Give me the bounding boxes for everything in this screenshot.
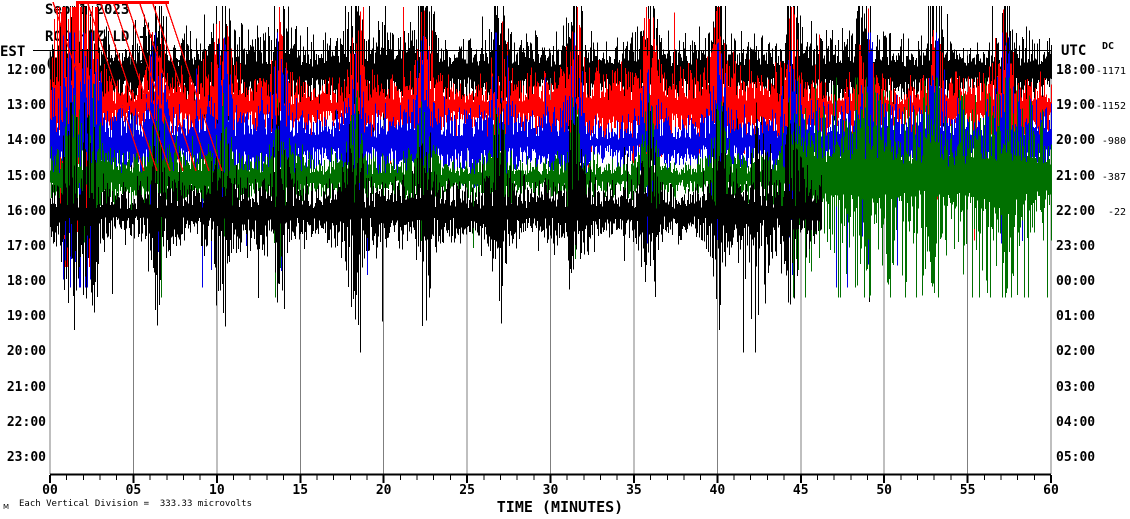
right-hour-label: 23:00 xyxy=(1056,238,1096,254)
x-tick-label: 50 xyxy=(876,483,892,498)
right-hour-label: 18:00 xyxy=(1056,63,1096,78)
right-timezone-label: UTC xyxy=(1061,43,1087,59)
right-hour-label: 04:00 xyxy=(1056,414,1096,430)
left-hour-label: 17:00 xyxy=(6,238,46,254)
right-hour-label: 20:00 xyxy=(1056,133,1096,149)
x-axis-label: TIME (MINUTES) xyxy=(496,498,624,516)
x-tick-label: 55 xyxy=(959,483,976,498)
x-tick-label: 20 xyxy=(375,483,392,498)
right-hour-label: 21:00 xyxy=(1056,168,1096,184)
left-hour-label: 12:00 xyxy=(6,63,46,78)
left-hour-label: 23:00 xyxy=(6,449,46,465)
scale-note: Each Vertical Division = 333.33 microvol… xyxy=(19,499,252,509)
corner-mark: M xyxy=(3,503,10,511)
x-tick-label: 35 xyxy=(626,483,642,498)
left-hour-label: 13:00 xyxy=(6,98,46,114)
dc-value: -980 xyxy=(1101,136,1126,148)
left-hour-label: 18:00 xyxy=(6,274,46,290)
x-tick-label: 45 xyxy=(792,483,809,498)
right-hour-label: 22:00 xyxy=(1056,203,1096,219)
x-tick-label: 10 xyxy=(209,483,225,498)
left-timezone-label: EST xyxy=(0,44,26,60)
right-hour-label: 00:00 xyxy=(1056,274,1096,290)
right-hour-label: 01:00 xyxy=(1056,309,1096,325)
left-hour-label: 14:00 xyxy=(6,133,46,149)
left-hour-label: 15:00 xyxy=(6,168,46,184)
right-hour-label: 19:00 xyxy=(1056,98,1096,114)
x-tick-label: 25 xyxy=(459,483,475,498)
left-hour-label: 19:00 xyxy=(6,309,46,325)
left-hour-label: 22:00 xyxy=(6,414,46,430)
left-hour-label: 21:00 xyxy=(6,379,46,395)
x-tick-label: 15 xyxy=(292,483,309,498)
x-tick-label: 60 xyxy=(1043,483,1059,498)
right-hour-label: 03:00 xyxy=(1056,379,1096,395)
left-hour-label: 16:00 xyxy=(6,203,46,219)
dc-value: -1171 xyxy=(1095,66,1126,77)
dc-column-label: DC xyxy=(1102,41,1115,52)
dc-value: -22 xyxy=(1107,206,1126,218)
x-tick-label: 40 xyxy=(709,483,726,498)
left-hour-label: 20:00 xyxy=(6,344,46,360)
x-tick-label: 00 xyxy=(42,483,58,498)
dc-value: -387 xyxy=(1101,171,1126,183)
x-tick-label: 05 xyxy=(125,483,142,498)
dc-value: -1152 xyxy=(1095,101,1126,113)
right-hour-label: 02:00 xyxy=(1056,344,1096,360)
right-hour-label: 05:00 xyxy=(1056,449,1096,465)
x-tick-label: 30 xyxy=(542,483,559,498)
